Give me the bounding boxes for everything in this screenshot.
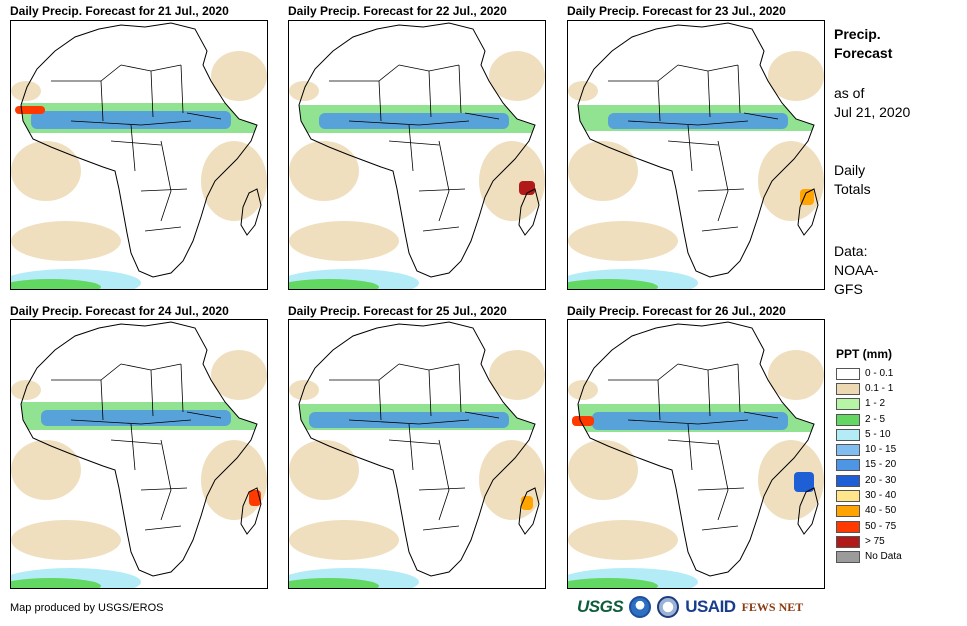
sidebar-totals: Daily Totals: [834, 161, 871, 199]
panel-title-4: Daily Precip. Forecast for 24 Jul., 2020: [10, 304, 229, 318]
map-graphic: [11, 321, 267, 588]
map-graphic: [568, 22, 824, 289]
forecast-map-6: [567, 319, 825, 589]
legend-swatch: [836, 459, 860, 472]
legend-item: 30 - 40: [836, 488, 902, 503]
legend-item: 5 - 10: [836, 427, 902, 442]
sidebar-data-line3: GFS: [834, 281, 863, 297]
sidebar-heading-line2: Forecast: [834, 45, 893, 61]
legend-swatch: [836, 444, 860, 457]
forecast-map-2: [288, 20, 546, 290]
logo-bar: USGS USAID FEWS NET: [577, 596, 803, 618]
legend-item: 0.1 - 1: [836, 381, 902, 396]
legend-label: 5 - 10: [865, 428, 891, 440]
legend-item: 20 - 30: [836, 473, 902, 488]
legend-swatch: [836, 505, 860, 518]
legend-label: > 75: [865, 535, 885, 547]
sidebar-asof-line1: as of: [834, 85, 865, 101]
usgs-logo: USGS: [577, 597, 624, 616]
legend-item: No Data: [836, 550, 902, 565]
legend-item: 10 - 15: [836, 442, 902, 457]
legend-label: 0 - 0.1: [865, 367, 894, 379]
legend-title: PPT (mm): [836, 347, 893, 361]
legend-swatch: [836, 490, 860, 503]
credit-text: Map produced by USGS/EROS: [10, 602, 164, 614]
sidebar-heading-line1: Precip.: [834, 26, 881, 42]
legend-item: 1 - 2: [836, 397, 902, 412]
legend: 0 - 0.1 0.1 - 1 1 - 2 2 - 5 5 - 10 10 - 15 15 …: [836, 366, 902, 565]
legend-item: 50 - 75: [836, 519, 902, 534]
legend-label: No Data: [865, 551, 902, 563]
legend-label: 0.1 - 1: [865, 382, 894, 394]
legend-label: 15 - 20: [865, 459, 897, 471]
seal-logo-icon: [657, 596, 680, 618]
legend-label: 10 - 15: [865, 444, 897, 456]
legend-swatch: [836, 474, 860, 487]
legend-item: > 75: [836, 534, 902, 549]
forecast-map-3: [567, 20, 825, 290]
map-graphic: [11, 22, 267, 289]
forecast-map-5: [288, 319, 546, 589]
legend-swatch: [836, 535, 860, 548]
panel-title-3: Daily Precip. Forecast for 23 Jul., 2020: [567, 4, 786, 18]
fews-net-logo: FEWS NET: [741, 599, 804, 614]
sidebar-totals-line2: Totals: [834, 181, 871, 197]
forecast-map-4: [10, 319, 268, 589]
legend-label: 40 - 50: [865, 505, 897, 517]
legend-item: 0 - 0.1: [836, 366, 902, 381]
legend-swatch: [836, 520, 860, 533]
noaa-logo-icon: [629, 596, 652, 618]
legend-label: 1 - 2: [865, 398, 886, 410]
forecast-map-1: [10, 20, 268, 290]
map-graphic: [289, 321, 545, 588]
sidebar-data-line2: NOAA-: [834, 262, 879, 278]
usaid-logo: USAID: [685, 597, 736, 616]
sidebar-heading: Precip. Forecast: [834, 25, 892, 63]
legend-label: 30 - 40: [865, 490, 897, 502]
legend-label: 50 - 75: [865, 520, 897, 532]
legend-swatch: [836, 413, 860, 426]
sidebar-data-line1: Data:: [834, 243, 868, 259]
legend-label: 20 - 30: [865, 474, 897, 486]
legend-item: 40 - 50: [836, 504, 902, 519]
legend-item: 2 - 5: [836, 412, 902, 427]
map-graphic: [568, 321, 824, 588]
sidebar-totals-line1: Daily: [834, 162, 866, 178]
map-graphic: [289, 22, 545, 289]
legend-swatch: [836, 551, 860, 564]
panel-title-2: Daily Precip. Forecast for 22 Jul., 2020: [288, 4, 507, 18]
legend-label: 2 - 5: [865, 413, 886, 425]
sidebar-data-source: Data: NOAA- GFS: [834, 242, 878, 299]
sidebar-asof: as of Jul 21, 2020: [834, 84, 910, 122]
panel-title-6: Daily Precip. Forecast for 26 Jul., 2020: [567, 304, 786, 318]
legend-swatch: [836, 428, 860, 441]
legend-swatch: [836, 398, 860, 411]
legend-swatch: [836, 382, 860, 395]
panel-title-5: Daily Precip. Forecast for 25 Jul., 2020: [288, 304, 507, 318]
panel-title-1: Daily Precip. Forecast for 21 Jul., 2020: [10, 4, 229, 18]
legend-swatch: [836, 367, 860, 380]
legend-item: 15 - 20: [836, 458, 902, 473]
sidebar-asof-line2: Jul 21, 2020: [834, 104, 911, 120]
